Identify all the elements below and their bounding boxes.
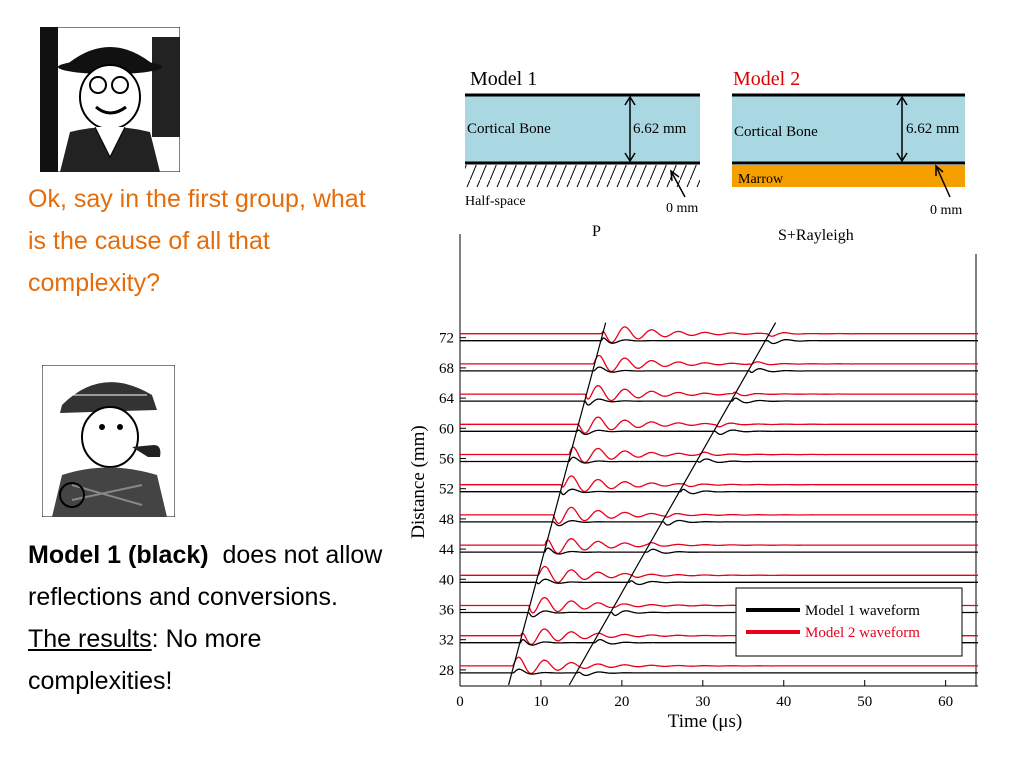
x-tick-label: 20	[614, 694, 629, 710]
annotation-s-rayleigh: S+Rayleigh	[778, 227, 854, 244]
s-rayleigh-line	[568, 322, 777, 686]
question-text: Ok, say in the first group, what is the …	[28, 185, 366, 297]
results-label: The results	[28, 625, 152, 653]
x-axis-label: Time (μs)	[668, 711, 742, 732]
model2-title: Model 2	[733, 68, 800, 90]
answer-bold: Model 1 (black)	[28, 541, 209, 569]
trace-model1	[460, 397, 978, 406]
y-tick-label: 72	[439, 331, 454, 347]
trace-model2	[460, 385, 978, 402]
model1-thickness: 6.62 mm	[633, 121, 687, 137]
x-tick-label: 30	[695, 694, 710, 710]
model1-bone-layer	[465, 95, 700, 163]
trace-model1	[460, 366, 978, 374]
trace-model1	[460, 488, 978, 496]
x-tick-label: 10	[533, 694, 548, 710]
trace-model1	[460, 456, 978, 464]
trace-model1	[460, 519, 978, 527]
model2-zero-label: 0 mm	[930, 203, 962, 218]
trace-model2	[460, 354, 978, 373]
model1-title: Model 1	[470, 68, 537, 90]
trace-model2	[460, 506, 978, 525]
answer-text: Model 1 (black) does not allow reflectio…	[28, 534, 388, 702]
trace-model1	[460, 578, 978, 586]
legend-label-model1: Model 1 waveform	[805, 603, 920, 619]
x-tick-label: 0	[456, 694, 464, 710]
answer-rest: does not allow reflections and conversio…	[28, 541, 383, 611]
model1-base-label: Half-space	[465, 194, 526, 209]
y-tick-label: 28	[439, 663, 454, 679]
waveform-chart: 0 10 20 30 40 50 60 28 32 36 40 44 48 52 56 60 64 68 72 Mo…	[408, 223, 978, 732]
results-text: : No more complexities!	[28, 625, 262, 695]
y-tick-label: 60	[439, 421, 454, 437]
model2-base-label: Marrow	[738, 172, 784, 187]
model1-zero-label: 0 mm	[666, 201, 698, 216]
trace-model1	[460, 668, 978, 677]
model1-layer-label: Cortical Bone	[467, 121, 551, 137]
model2-marrow-layer	[732, 165, 965, 187]
trace-model2	[460, 416, 978, 434]
x-tick-label: 60	[938, 694, 953, 710]
trace-model1	[460, 429, 978, 436]
x-tick-label: 40	[776, 694, 791, 710]
legend-label-model2: Model 2 waveform	[805, 625, 920, 641]
y-tick-label: 48	[439, 512, 454, 528]
trace-model2	[460, 565, 978, 584]
chart-legend	[735, 587, 963, 657]
trace-model1	[460, 547, 978, 555]
cartoon-man-bowler-hat	[39, 26, 181, 173]
p-wave-line	[507, 322, 607, 686]
y-tick-label: 64	[439, 391, 455, 407]
y-tick-label: 32	[439, 633, 454, 649]
model-diagrams: Model 1 Cortical Bone 6.62 mm Half-space…	[465, 68, 965, 218]
trace-model2	[460, 656, 978, 675]
trace-model2	[460, 538, 978, 555]
y-tick-label: 68	[439, 361, 454, 377]
y-tick-label: 44	[439, 542, 455, 558]
trace-model2	[460, 326, 978, 344]
model1-half-space-hatch	[465, 165, 700, 187]
trace-model1	[460, 337, 978, 345]
y-tick-label: 56	[439, 452, 455, 468]
model2-thickness: 6.62 mm	[906, 121, 960, 137]
y-axis-label: Distance (mm)	[408, 425, 429, 538]
y-tick-label: 52	[439, 482, 454, 498]
y-tick-label: 40	[439, 572, 454, 588]
y-tick-label: 36	[439, 603, 455, 619]
cartoon-detective-pipe	[41, 364, 176, 518]
trace-model2	[460, 446, 978, 464]
trace-model2	[460, 475, 978, 493]
annotation-p: P	[592, 223, 601, 240]
x-tick-label: 50	[857, 694, 872, 710]
model2-layer-label: Cortical Bone	[734, 124, 818, 140]
model2-bone-layer	[732, 95, 965, 163]
